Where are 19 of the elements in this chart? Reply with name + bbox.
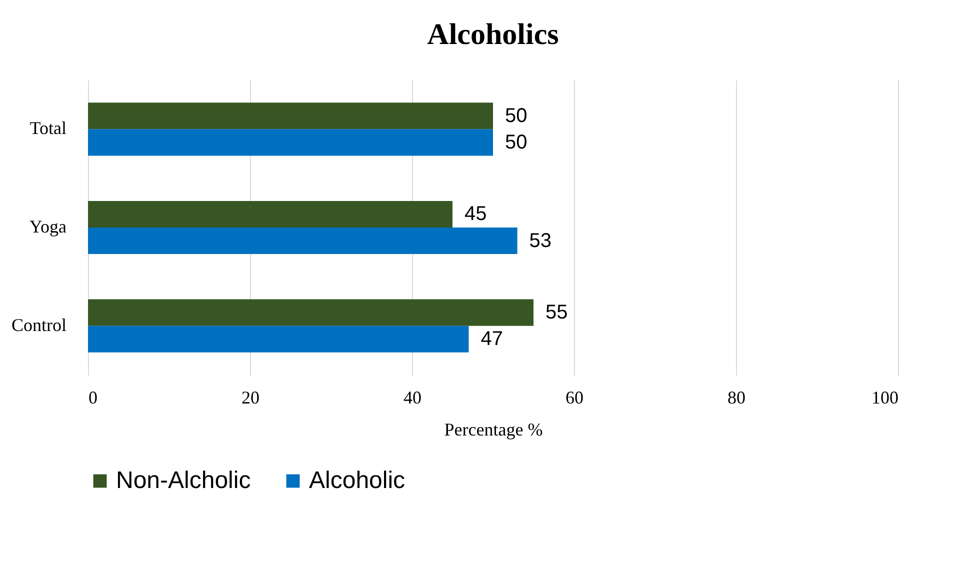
y-tick-label: Total: [30, 118, 66, 138]
data-label: 50: [505, 131, 528, 154]
data-label: 45: [464, 203, 487, 226]
x-tick-label: 80: [728, 388, 746, 408]
data-label: 55: [546, 302, 568, 324]
x-tick-label: 60: [566, 388, 584, 408]
x-tick-label: 0: [88, 388, 98, 408]
x-tick-label: 40: [404, 388, 422, 408]
data-label: 50: [505, 104, 528, 127]
data-label: 53: [529, 230, 552, 252]
data-label: 47: [480, 328, 503, 350]
x-tick-label: 100: [872, 388, 898, 408]
legend-label: Alcoholic: [309, 467, 406, 494]
y-tick-label: Yoga: [29, 216, 67, 236]
chart-title: Alcoholics: [427, 18, 559, 51]
legend-label: Non-Alcholic: [116, 467, 251, 494]
x-tick-label: 20: [242, 388, 260, 408]
x-axis-title: Percentage %: [444, 420, 543, 440]
y-tick-label: Control: [11, 314, 66, 335]
